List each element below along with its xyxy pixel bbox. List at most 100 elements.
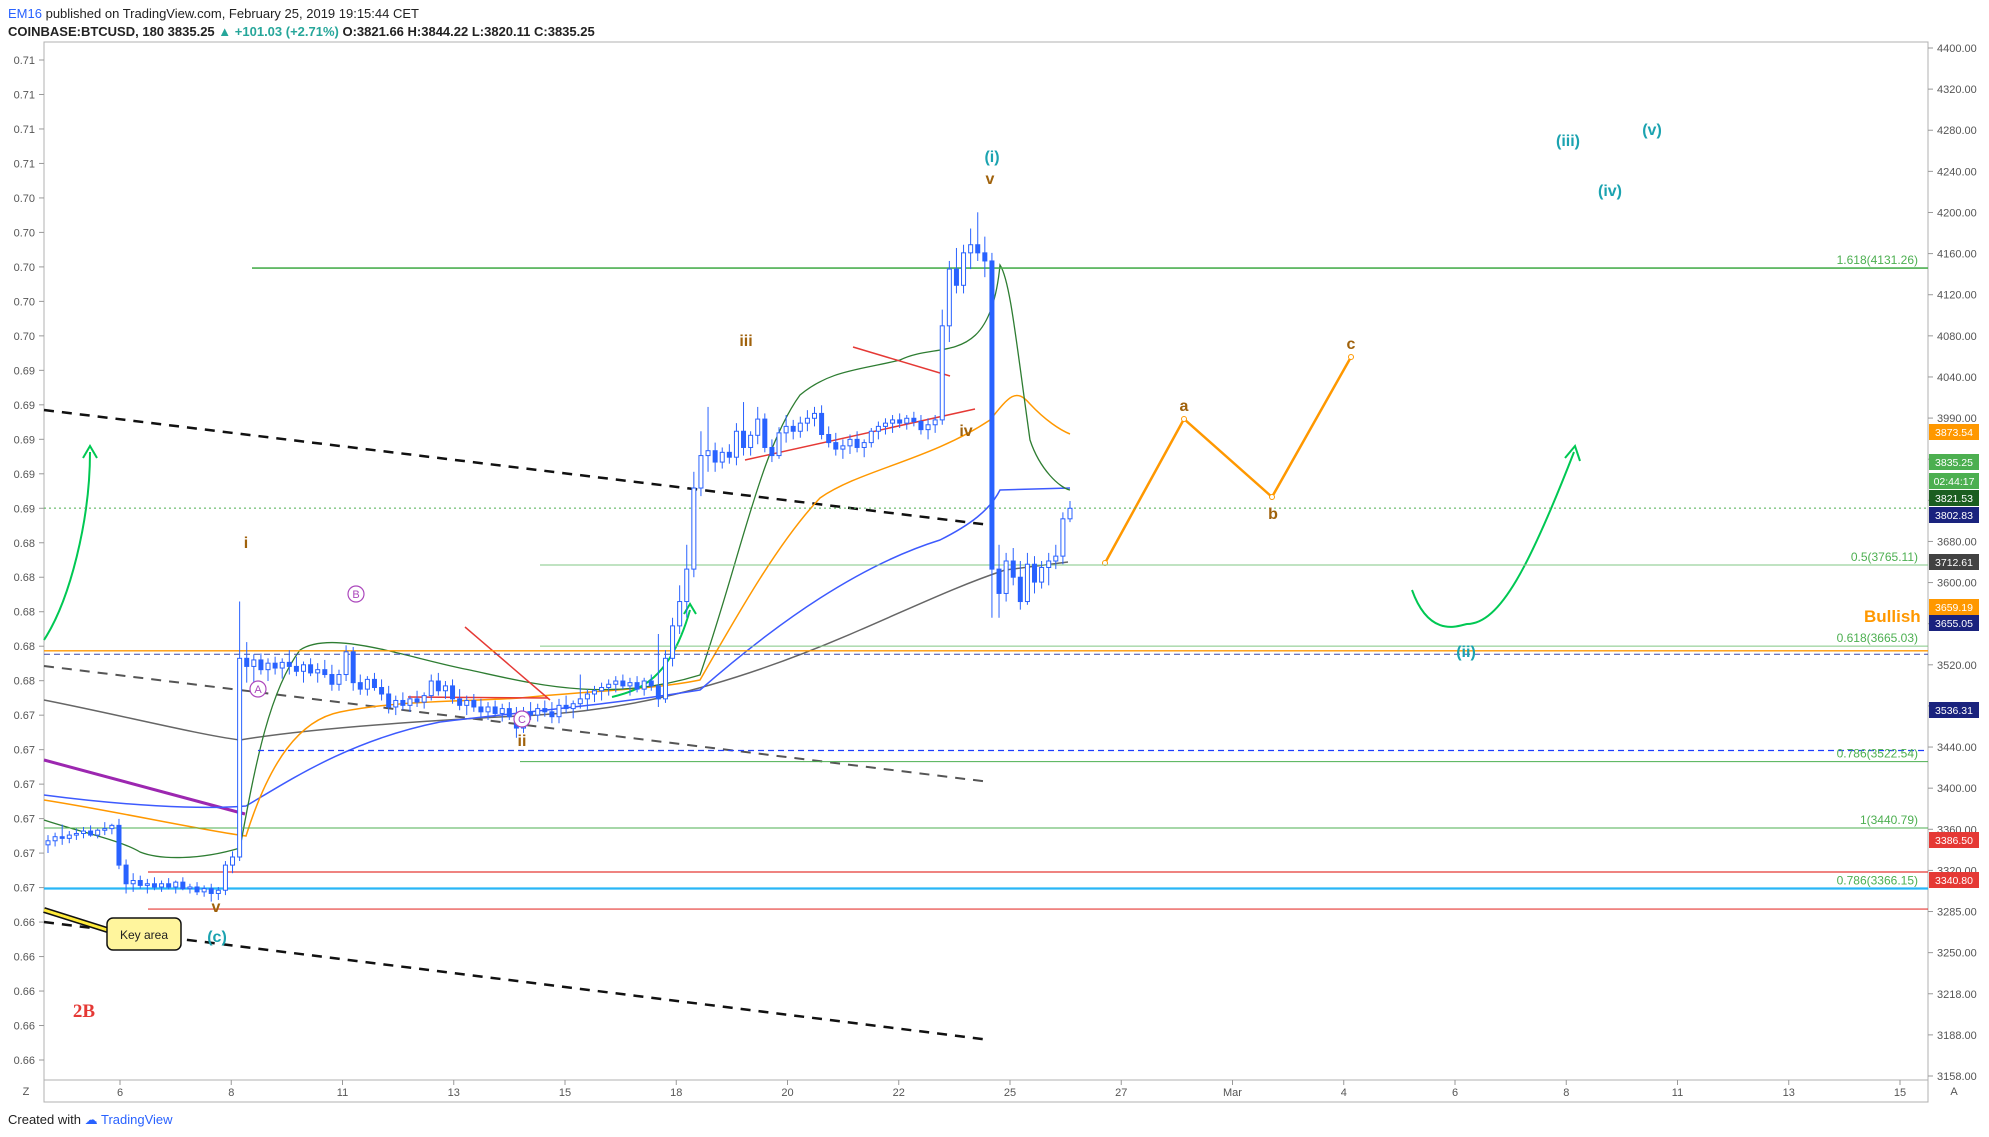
key-area-label: Key area bbox=[120, 928, 168, 942]
candle-body bbox=[655, 685, 661, 700]
fib-level-label: 1.618(4131.26) bbox=[1837, 253, 1918, 267]
candle-body bbox=[137, 880, 143, 886]
wave-labels: i ii iii iv v v (c) (i) (ii) (iii) (iv) … bbox=[73, 122, 1921, 1022]
price-change: +101.03 (+2.71%) bbox=[234, 24, 339, 39]
candle-body bbox=[272, 662, 278, 669]
candle-body bbox=[776, 432, 782, 457]
left-tick-label: 0.67 bbox=[14, 745, 35, 757]
candle-body bbox=[840, 445, 846, 450]
candle-body bbox=[301, 664, 306, 672]
candle-body bbox=[478, 706, 484, 713]
candle-body bbox=[996, 568, 1002, 594]
candle-body bbox=[897, 419, 903, 424]
candle-body bbox=[435, 680, 441, 692]
tradingview-brand[interactable]: TradingView bbox=[101, 1112, 173, 1127]
candle-body bbox=[662, 657, 668, 700]
left-tick-label: 0.67 bbox=[14, 710, 35, 722]
left-tick-label: 0.71 bbox=[14, 55, 35, 67]
time-tick-label: 27 bbox=[1115, 1087, 1127, 1099]
price-tick-label: 4320.00 bbox=[1937, 84, 1977, 96]
time-tick-label: 13 bbox=[1783, 1087, 1795, 1099]
2b-label: 2B bbox=[73, 1001, 96, 1022]
candle-body bbox=[1032, 563, 1038, 583]
candle-body bbox=[741, 430, 747, 448]
candle-body bbox=[868, 430, 874, 444]
candle-body bbox=[442, 685, 448, 692]
candle-body bbox=[939, 325, 945, 421]
price-tick-label: 4120.00 bbox=[1937, 290, 1977, 302]
left-tick-label: 0.66 bbox=[14, 1021, 35, 1033]
dashed-trendline-lower bbox=[43, 920, 991, 1042]
left-tick-label: 0.71 bbox=[14, 158, 35, 170]
candle-body bbox=[577, 698, 583, 705]
candle-body bbox=[130, 880, 136, 885]
price-tick-label: 3158.00 bbox=[1937, 1071, 1977, 1083]
ohlc-values: O:3821.66 H:3844.22 L:3820.11 C:3835.25 bbox=[342, 24, 595, 39]
candle-body bbox=[485, 706, 491, 713]
left-tick-label: 0.69 bbox=[14, 400, 35, 412]
candle-body bbox=[606, 683, 612, 689]
left-tick-label: 0.69 bbox=[14, 469, 35, 481]
candle-body bbox=[748, 434, 754, 448]
publish-line: EM16 published on TradingView.com, Febru… bbox=[8, 6, 419, 21]
price-badge bbox=[1929, 490, 1979, 506]
candle-body bbox=[52, 836, 58, 842]
candle-body bbox=[712, 450, 718, 463]
fib-level-label: 0.618(3665.03) bbox=[1837, 631, 1918, 645]
candle-body bbox=[882, 422, 888, 427]
created-with-text: Created with bbox=[8, 1112, 81, 1127]
red-wedge-upper bbox=[464, 626, 551, 701]
candle-body bbox=[343, 651, 349, 676]
candle-body bbox=[1003, 560, 1009, 594]
red-triangle-lower bbox=[744, 408, 976, 461]
candle-body bbox=[847, 438, 853, 447]
arrowhead-projection-icon bbox=[1564, 443, 1581, 462]
dashed-trendline-upper bbox=[43, 408, 991, 527]
candle-body bbox=[961, 252, 967, 286]
wave-c-label: (c) bbox=[207, 929, 227, 946]
candle-body bbox=[95, 829, 101, 836]
candle-body bbox=[414, 698, 420, 703]
price-badge-label: 3386.50 bbox=[1935, 835, 1973, 847]
candle-body bbox=[386, 693, 392, 708]
fib-labels: 1.618(4131.26) 0.5(3765.11) 0.618(3665.03)… bbox=[1837, 253, 1918, 887]
time-tick-label: 11 bbox=[337, 1087, 348, 1099]
candle-body bbox=[861, 442, 867, 448]
price-axis-left[interactable]: 0.71 0.71 0.71 0.71 0.70 0.70 0.70 0.70 0.70 0.69… bbox=[14, 55, 44, 1067]
projection-point-b bbox=[1269, 494, 1275, 500]
candle-body bbox=[783, 425, 789, 434]
candle-body bbox=[968, 244, 974, 254]
horizontal-levels bbox=[44, 267, 1928, 910]
candle-body bbox=[648, 680, 654, 687]
candle-body bbox=[151, 883, 157, 888]
price-badge bbox=[1929, 424, 1979, 440]
candle-body bbox=[1067, 507, 1073, 520]
author-link[interactable]: EM16 bbox=[8, 6, 42, 21]
price-tick-label: 4160.00 bbox=[1937, 249, 1977, 261]
time-tick-label: 22 bbox=[893, 1087, 905, 1099]
left-tick-label: 0.66 bbox=[14, 917, 35, 929]
candle-body bbox=[755, 418, 761, 436]
point-a-marker bbox=[249, 680, 267, 698]
price-tick-label: 4200.00 bbox=[1937, 207, 1977, 219]
price-badge-label: 3802.83 bbox=[1935, 510, 1973, 522]
candle-body bbox=[457, 698, 463, 706]
price-badge-label: 3835.25 bbox=[1935, 457, 1973, 469]
candle-body bbox=[336, 674, 342, 685]
candle-body bbox=[293, 665, 299, 672]
left-tick-label: 0.69 bbox=[14, 503, 35, 515]
candle-body bbox=[499, 708, 505, 714]
green-arrow-projection bbox=[1411, 451, 1575, 628]
candle-body bbox=[350, 651, 356, 684]
candle-body bbox=[73, 832, 79, 836]
wave-iii-label: iii bbox=[739, 333, 752, 350]
candle-body bbox=[613, 680, 619, 685]
corner-z-label[interactable]: Z bbox=[23, 1086, 30, 1098]
time-axis[interactable]: 6 8 11 13 15 18 20 22 25 27 Mar 4 6 8 11 13 15 bbox=[117, 1080, 1906, 1099]
candle-body bbox=[407, 698, 413, 706]
left-tick-label: 0.66 bbox=[14, 986, 35, 998]
candle-body bbox=[591, 690, 597, 695]
candle-body bbox=[790, 425, 796, 432]
corner-a-label[interactable]: A bbox=[1950, 1086, 1958, 1098]
